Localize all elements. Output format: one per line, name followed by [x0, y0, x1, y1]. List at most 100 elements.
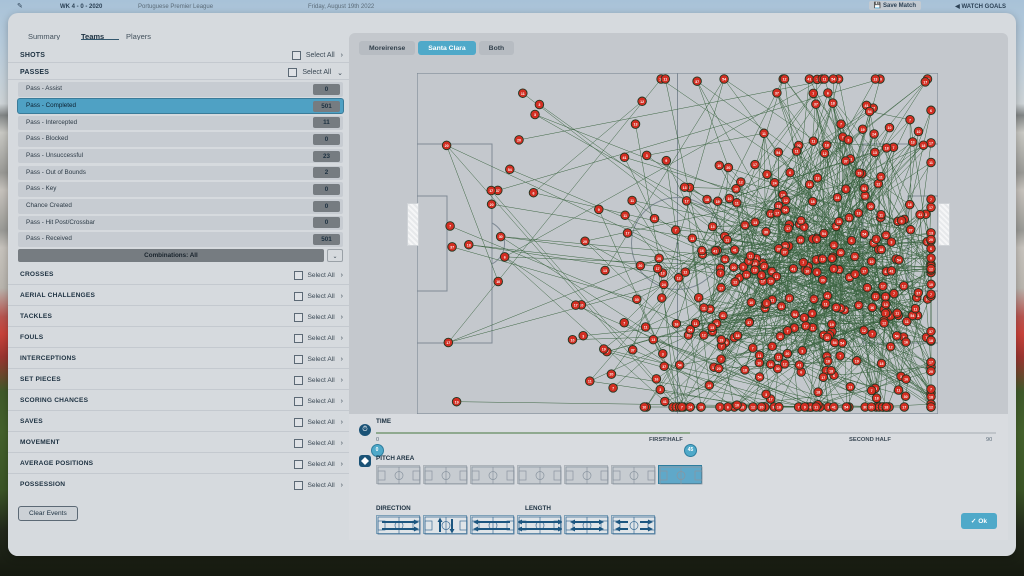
svg-text:41: 41	[721, 314, 725, 318]
svg-text:19: 19	[865, 286, 869, 290]
svg-text:17: 17	[804, 325, 808, 329]
svg-text:20: 20	[726, 166, 730, 170]
svg-text:18: 18	[837, 220, 841, 224]
svg-text:11: 11	[824, 302, 828, 306]
svg-text:17: 17	[786, 227, 790, 231]
svg-text:10: 10	[778, 335, 782, 339]
svg-text:7: 7	[721, 345, 723, 349]
svg-text:54: 54	[831, 78, 835, 82]
svg-text:7: 7	[752, 347, 754, 351]
svg-text:54: 54	[776, 151, 780, 155]
svg-text:41: 41	[797, 364, 801, 368]
svg-text:18: 18	[705, 198, 709, 202]
svg-text:3: 3	[890, 241, 892, 245]
svg-text:37: 37	[844, 160, 848, 164]
svg-text:12: 12	[640, 100, 644, 104]
svg-text:13: 13	[911, 141, 915, 145]
svg-text:20: 20	[517, 139, 521, 143]
svg-text:10: 10	[805, 270, 809, 274]
svg-text:7: 7	[871, 389, 873, 393]
svg-text:37: 37	[916, 291, 920, 295]
svg-text:18: 18	[885, 147, 889, 151]
svg-text:9: 9	[811, 312, 813, 316]
svg-text:10: 10	[870, 260, 874, 264]
svg-text:7: 7	[893, 292, 895, 296]
svg-text:37: 37	[631, 348, 635, 352]
svg-text:54: 54	[833, 341, 837, 345]
svg-text:18: 18	[826, 360, 830, 364]
svg-text:17: 17	[719, 286, 723, 290]
svg-text:17: 17	[929, 206, 933, 210]
svg-text:13: 13	[634, 123, 638, 127]
svg-text:3: 3	[765, 393, 767, 397]
svg-text:11: 11	[879, 213, 883, 217]
svg-text:11: 11	[814, 406, 818, 410]
svg-text:54: 54	[722, 78, 726, 82]
svg-text:17: 17	[862, 270, 866, 274]
svg-text:54: 54	[793, 313, 797, 317]
svg-text:17: 17	[929, 361, 933, 365]
svg-text:3: 3	[854, 273, 856, 277]
svg-text:20: 20	[609, 373, 613, 377]
svg-text:19: 19	[602, 348, 606, 352]
svg-text:3: 3	[662, 352, 664, 356]
svg-text:13: 13	[651, 338, 655, 342]
svg-text:3: 3	[766, 302, 768, 306]
svg-text:9: 9	[803, 226, 805, 230]
svg-text:3: 3	[582, 334, 584, 338]
svg-text:18: 18	[736, 334, 740, 338]
svg-text:37: 37	[787, 297, 791, 301]
svg-text:30: 30	[764, 230, 768, 234]
svg-text:6: 6	[800, 371, 802, 375]
svg-text:54: 54	[508, 168, 512, 172]
svg-text:54: 54	[844, 406, 848, 410]
svg-text:41: 41	[653, 217, 657, 221]
svg-text:54: 54	[822, 232, 826, 236]
svg-text:19: 19	[861, 128, 865, 132]
svg-text:20: 20	[785, 352, 789, 356]
svg-text:9: 9	[816, 271, 818, 275]
svg-text:17: 17	[769, 398, 773, 402]
svg-text:11: 11	[832, 244, 836, 248]
svg-text:18: 18	[699, 406, 703, 410]
svg-text:10: 10	[571, 338, 575, 342]
svg-text:41: 41	[918, 213, 922, 217]
svg-text:41: 41	[791, 267, 795, 271]
svg-text:16: 16	[870, 306, 874, 310]
svg-text:11: 11	[913, 307, 917, 311]
svg-text:54: 54	[910, 314, 914, 318]
svg-text:3: 3	[815, 259, 817, 263]
svg-text:6: 6	[827, 92, 829, 96]
svg-text:17: 17	[881, 285, 885, 289]
svg-text:54: 54	[868, 110, 872, 114]
svg-text:7: 7	[893, 146, 895, 150]
svg-text:18: 18	[880, 362, 884, 366]
svg-text:7: 7	[623, 321, 625, 325]
svg-text:18: 18	[811, 200, 815, 204]
svg-text:16: 16	[654, 378, 658, 382]
svg-text:24: 24	[872, 133, 876, 137]
svg-text:10: 10	[735, 404, 739, 408]
svg-text:13: 13	[873, 78, 877, 82]
svg-text:12: 12	[929, 406, 933, 410]
svg-text:20: 20	[869, 406, 873, 410]
svg-text:7: 7	[840, 123, 842, 127]
svg-text:19: 19	[745, 273, 749, 277]
svg-text:11: 11	[663, 78, 667, 82]
svg-text:37: 37	[496, 189, 500, 193]
svg-text:30: 30	[904, 395, 908, 399]
svg-text:11: 11	[644, 326, 648, 330]
svg-text:12: 12	[889, 345, 893, 349]
svg-text:3: 3	[833, 267, 835, 271]
svg-text:24: 24	[662, 283, 666, 287]
svg-text:6: 6	[533, 191, 535, 195]
svg-text:41: 41	[623, 156, 627, 160]
svg-text:20: 20	[657, 257, 661, 261]
svg-text:54: 54	[897, 259, 901, 263]
svg-text:17: 17	[775, 211, 779, 215]
svg-text:18: 18	[808, 183, 812, 187]
svg-text:37: 37	[695, 80, 699, 84]
svg-text:41: 41	[663, 400, 667, 404]
svg-text:12: 12	[862, 329, 866, 333]
svg-text:7: 7	[449, 225, 451, 229]
